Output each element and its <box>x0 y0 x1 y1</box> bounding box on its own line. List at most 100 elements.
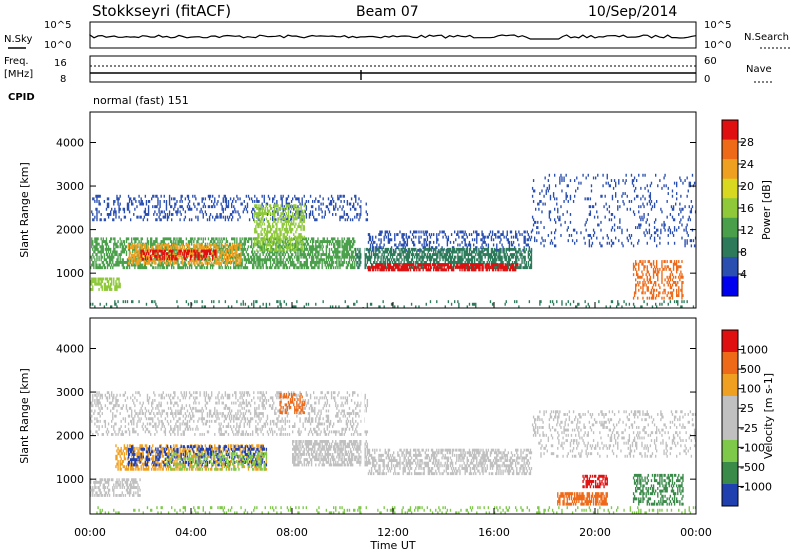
heatmap-cell <box>170 256 172 260</box>
heatmap-cell <box>199 261 201 264</box>
heatmap-cell <box>235 248 237 252</box>
heatmap-cell <box>240 251 242 255</box>
heatmap-cell <box>246 202 249 206</box>
heatmap-cell <box>96 242 98 246</box>
heatmap-cell <box>101 261 103 264</box>
heatmap-cell <box>139 263 141 267</box>
heatmap-cell <box>114 207 116 211</box>
heatmap-cell <box>374 240 376 244</box>
heatmap-cell <box>278 242 280 246</box>
heatmap-cell <box>682 207 684 211</box>
heatmap-cell <box>318 242 320 246</box>
heatmap-cell <box>522 255 524 259</box>
heatmap-cell <box>265 246 268 250</box>
heatmap-cell <box>618 179 620 183</box>
heatmap-cell <box>229 259 232 263</box>
heatmap-cell <box>171 252 173 256</box>
heatmap-cell <box>221 207 223 211</box>
heatmap-cell <box>482 235 484 239</box>
heatmap-cell <box>420 261 422 264</box>
heatmap-cell <box>177 248 179 252</box>
heatmap-cell <box>140 197 142 201</box>
heatmap-cell <box>181 194 183 198</box>
heatmap-cell <box>539 192 541 196</box>
heatmap-cell <box>325 255 328 259</box>
heatmap-cell <box>431 253 434 257</box>
heatmap-cell <box>194 252 196 256</box>
heatmap-cell <box>350 258 353 262</box>
heatmap-cell <box>284 261 286 264</box>
heatmap-cell <box>402 263 404 267</box>
heatmap-cell <box>168 254 171 258</box>
heatmap-cell <box>353 255 355 259</box>
heatmap-cell <box>122 266 124 270</box>
heatmap-cell <box>209 243 212 247</box>
heatmap-cell <box>613 215 616 219</box>
heatmap-cell <box>272 247 274 251</box>
heatmap-cell <box>137 266 139 270</box>
heatmap-cell <box>373 246 375 250</box>
heatmap-cell <box>326 242 329 246</box>
heatmap-cell <box>276 255 278 259</box>
heatmap-cell <box>101 247 103 251</box>
heatmap-cell <box>306 253 309 257</box>
heatmap-cell <box>251 245 253 249</box>
heatmap-cell <box>110 247 112 251</box>
heatmap-cell <box>256 242 258 246</box>
heatmap-cell <box>366 266 369 270</box>
heatmap-cell <box>150 242 152 246</box>
heatmap-cell <box>370 263 373 267</box>
heatmap-cell <box>335 255 337 259</box>
heatmap-cell <box>503 250 505 254</box>
heatmap-cell <box>96 255 98 259</box>
heatmap-cell <box>285 263 288 267</box>
heatmap-cell <box>244 263 247 267</box>
heatmap-cell <box>679 220 681 224</box>
heatmap-cell <box>187 240 190 244</box>
heatmap-cell <box>266 225 269 229</box>
heatmap-cell <box>684 239 686 243</box>
heatmap-cell <box>268 222 271 226</box>
heatmap-cell <box>265 204 268 208</box>
heatmap-cell <box>211 240 213 244</box>
heatmap-cell <box>428 233 431 237</box>
heatmap-cell <box>177 246 179 250</box>
heatmap-cell <box>206 261 209 264</box>
heatmap-cell <box>191 254 193 258</box>
heatmap-cell <box>154 242 156 246</box>
heatmap-cell <box>279 258 281 262</box>
heatmap-cell <box>285 218 288 222</box>
heatmap-cell <box>465 253 467 257</box>
heatmap-cell <box>287 240 290 244</box>
heatmap-cell <box>258 255 260 259</box>
heatmap-cell <box>261 240 263 244</box>
heatmap-cell <box>271 266 273 270</box>
heatmap-cell <box>287 253 290 257</box>
heatmap-cell <box>445 258 447 262</box>
heatmap-cell <box>383 265 385 269</box>
heatmap-cell <box>384 230 386 234</box>
heatmap-cell <box>384 258 386 262</box>
heatmap-cell <box>258 261 260 264</box>
heatmap-cell <box>279 263 281 267</box>
heatmap-cell <box>166 257 169 261</box>
heatmap-cell <box>336 247 338 251</box>
heatmap-cell <box>245 266 248 270</box>
heatmap-cell <box>138 248 140 252</box>
heatmap-cell <box>298 258 300 262</box>
heatmap-cell <box>534 220 536 224</box>
heatmap-cell <box>281 225 283 229</box>
heatmap-cell <box>171 205 173 209</box>
heatmap-cell <box>545 192 547 196</box>
heatmap-cell <box>90 266 92 270</box>
heatmap-cell <box>225 256 228 260</box>
heatmap-cell <box>261 263 263 267</box>
heatmap-cell <box>256 204 258 208</box>
heatmap-cell <box>208 249 211 253</box>
heatmap-cell <box>328 247 331 251</box>
cpid-label: CPID <box>8 92 35 103</box>
heatmap-cell <box>486 250 488 254</box>
heatmap-cell <box>304 247 306 251</box>
heatmap-cell <box>126 205 129 209</box>
heatmap-cell <box>284 220 286 223</box>
